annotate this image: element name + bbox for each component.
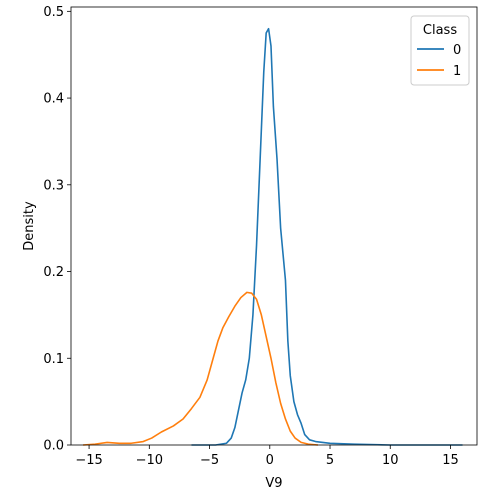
y-tick-label: 0.0 — [43, 439, 64, 454]
x-tick-label: −5 — [200, 453, 219, 468]
x-tick-label: −15 — [75, 453, 102, 468]
x-tick-label: 15 — [442, 453, 459, 468]
plot-area — [82, 27, 463, 446]
legend-box — [410, 15, 470, 86]
y-tick-label: 0.2 — [43, 265, 64, 280]
y-tick-label: 0.3 — [43, 178, 64, 193]
y-axis: 0.0 0.1 0.2 0.3 0.4 0.5 — [43, 5, 71, 454]
y-axis-label: Density — [22, 201, 37, 251]
y-tick-label: 0.5 — [43, 5, 64, 20]
x-axis-label: V9 — [265, 476, 282, 491]
y-tick-label: 0.4 — [43, 92, 64, 107]
legend-title: Class — [423, 23, 457, 38]
legend-label-class-0: 0 — [453, 43, 461, 58]
series-line-class-0 — [191, 27, 463, 446]
legend-label-class-1: 1 — [453, 64, 461, 79]
x-tick-label: −10 — [136, 453, 163, 468]
legend-items: 01 — [417, 43, 461, 79]
x-tick-label: 10 — [382, 453, 399, 468]
axes-frame — [70, 6, 478, 446]
series-line-class-1 — [82, 291, 319, 446]
x-axis: −15 −10 −5 0 5 10 15 — [75, 445, 459, 468]
x-tick-label: 0 — [266, 453, 274, 468]
y-tick-label: 0.1 — [43, 352, 64, 367]
x-tick-label: 5 — [326, 453, 334, 468]
legend: Class 01 — [410, 15, 470, 86]
